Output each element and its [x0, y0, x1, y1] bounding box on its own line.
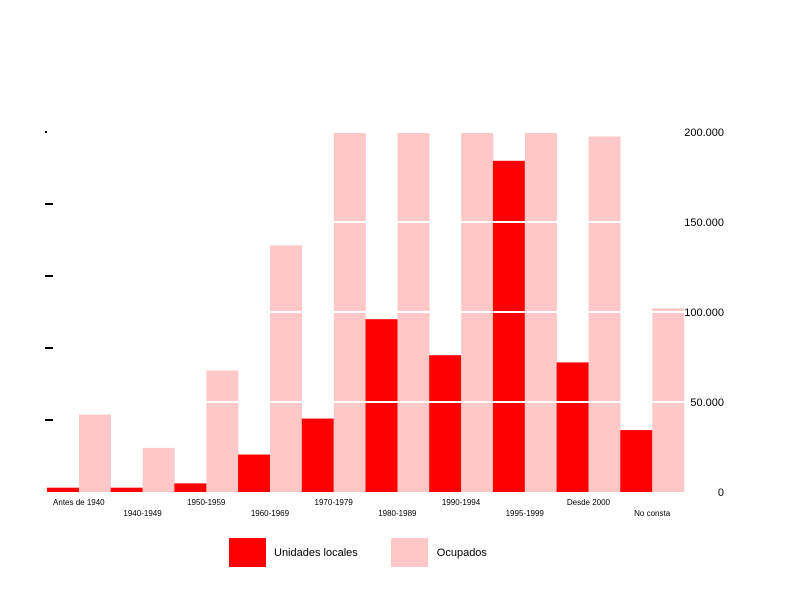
category-label: 1950-1959	[187, 498, 226, 507]
legend-swatch-ocupados	[390, 538, 428, 567]
bar-unidades-locales	[365, 319, 398, 492]
category-label: Desde 2000	[567, 498, 611, 507]
category-label: 1960-1969	[251, 509, 290, 518]
right-axis: 0 50.000 100.000 150.000 200.000	[684, 127, 724, 499]
category-label: 1940-1949	[123, 509, 162, 518]
bar-unidades-locales	[556, 362, 589, 492]
gridlines	[47, 131, 685, 403]
right-tick-label: 150.000	[684, 217, 724, 229]
right-tick-label: 200.000	[684, 127, 724, 139]
legend-swatch-unidades	[229, 538, 266, 567]
right-tick-label: 50.000	[690, 397, 724, 409]
bar-unidades-locales	[429, 355, 462, 492]
category-label: 1980-1989	[378, 509, 417, 518]
category-label: Antes de 1940	[53, 498, 105, 507]
legend-item-unidades: Unidades locales	[229, 538, 391, 567]
bar-unidades-locales	[620, 430, 653, 492]
bar-ocupados	[79, 414, 111, 492]
category-label: No consta	[634, 509, 671, 518]
bar-unidades-locales	[110, 487, 143, 492]
bar-unidades-locales	[174, 483, 207, 492]
legend-item-ocupados: Ocupados	[390, 538, 487, 567]
bar-ocupados	[270, 245, 303, 492]
bar-ocupados	[142, 447, 175, 492]
category-label: 1990-1994	[442, 498, 481, 507]
right-tick-label: 100.000	[684, 307, 724, 319]
right-tick-label: 0	[718, 487, 724, 499]
legend-label-unidades: Unidades locales	[274, 546, 358, 559]
bar-ocupados	[588, 136, 621, 492]
category-label: 1995-1999	[506, 509, 545, 518]
bar-unidades-locales	[301, 418, 334, 492]
bar-unidades-locales	[492, 160, 525, 493]
category-label: 1970-1979	[315, 498, 354, 507]
legend: Unidades locales Ocupados	[229, 538, 487, 567]
bar-ocupados	[652, 308, 685, 492]
legend-label-ocupados: Ocupados	[436, 546, 487, 559]
category-labels: Antes de 1940 1940-1949 1950-1959 1960-1969…	[53, 498, 671, 518]
bar-ocupados	[206, 370, 239, 492]
bar-unidades-locales	[47, 487, 79, 492]
bar-unidades-locales	[238, 454, 271, 492]
left-axis	[45, 131, 53, 421]
